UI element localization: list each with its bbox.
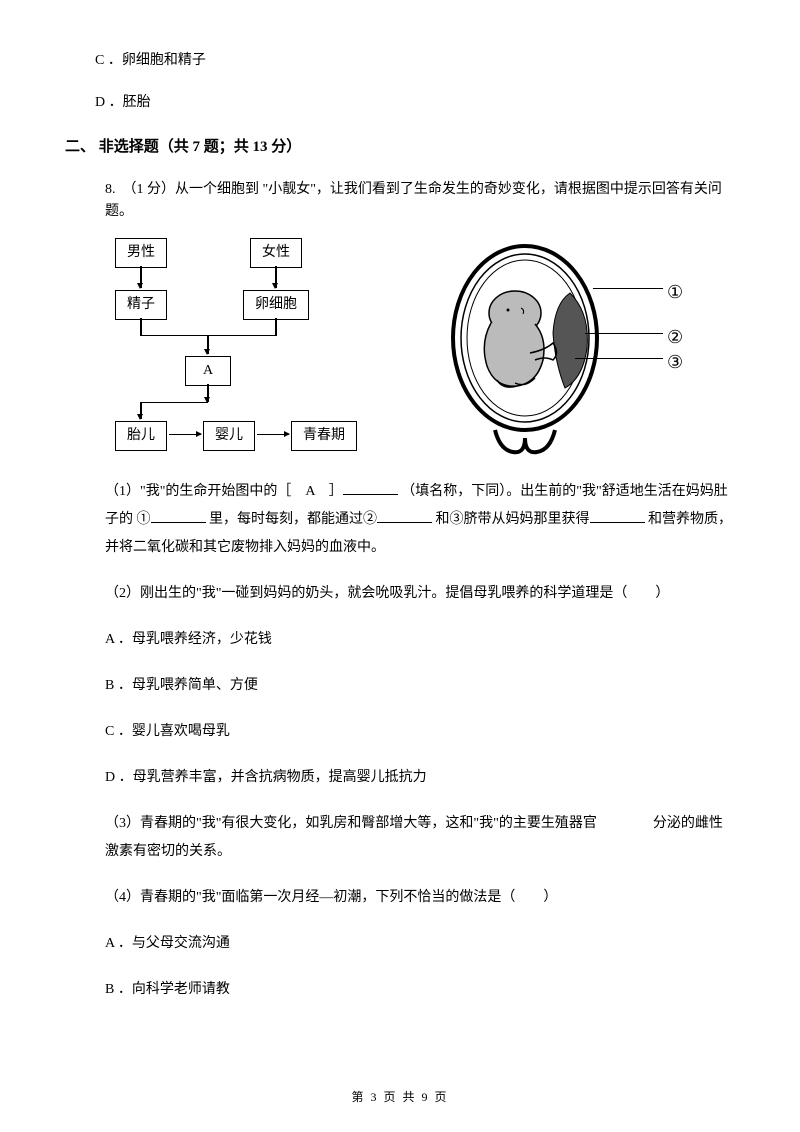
q8-stem: 8. （1 分）从一个细胞到 "小靓女"，让我们看到了生命发生的奇妙变化，请根据… bbox=[65, 179, 735, 224]
blank-3[interactable] bbox=[377, 509, 432, 523]
box-baby: 婴儿 bbox=[203, 421, 255, 451]
option-c: C ．卵细胞和精子 bbox=[65, 50, 735, 72]
q8-part4: （4）青春期的"我"面临第一次月经—初潮，下列不恰当的做法是（ ） bbox=[65, 884, 735, 912]
box-adolescence: 青春期 bbox=[291, 421, 357, 451]
p1-c: ① bbox=[137, 512, 151, 527]
arrow-fetus-down bbox=[140, 403, 142, 419]
q8-part1: （1）"我"的生命开始图中的［ A ］ （填名称，下同）。出生前的"我"舒适地生… bbox=[65, 478, 735, 562]
callout-1 bbox=[593, 288, 663, 289]
arrow-fetus-baby bbox=[169, 434, 201, 436]
arrow-merge-a bbox=[207, 336, 209, 354]
circle-3: ③ bbox=[667, 348, 683, 377]
q8-opt4-a: A ．与父母交流沟通 bbox=[65, 930, 735, 958]
womb-diagram: ① ② ③ bbox=[425, 238, 705, 458]
arrow-a-down bbox=[207, 384, 209, 402]
page-footer: 第 3 页 共 9 页 bbox=[0, 1088, 800, 1107]
q8-opt4-b: B ．向科学老师请教 bbox=[65, 976, 735, 1004]
box-female: 女性 bbox=[250, 238, 302, 268]
line-a-fetus-h bbox=[140, 402, 208, 404]
arrow-baby-adol bbox=[257, 434, 289, 436]
box-male: 男性 bbox=[115, 238, 167, 268]
line-egg-down bbox=[275, 318, 277, 336]
blank-4[interactable] bbox=[590, 509, 645, 523]
box-fetus: 胎儿 bbox=[115, 421, 167, 451]
diagram-area: 男性 女性 精子 卵细胞 A 胎儿 婴儿 青春期 bbox=[65, 238, 735, 458]
blank-2[interactable] bbox=[151, 509, 206, 523]
q8-opt2-c: C ．婴儿喜欢喝母乳 bbox=[65, 718, 735, 746]
q8-opt2-a: A ．母乳喂养经济，少花钱 bbox=[65, 626, 735, 654]
callout-3 bbox=[575, 358, 663, 359]
q8-opt2-d: D ．母乳营养丰富，并含抗病物质，提高婴儿抵抗力 bbox=[65, 764, 735, 792]
option-d: D ．胚胎 bbox=[65, 92, 735, 114]
q8-part2: （2）刚出生的"我"一碰到妈妈的奶头，就会吮吸乳汁。提倡母乳喂养的科学道理是（ … bbox=[65, 580, 735, 608]
q8-part3: （3）青春期的"我"有很大变化，如乳房和臀部增大等，这和"我"的主要生殖器官 分… bbox=[65, 810, 735, 866]
p1-e: 和③脐带从妈妈那里获得 bbox=[436, 512, 590, 527]
blank-1[interactable] bbox=[343, 481, 398, 495]
p1-d: 里，每时每刻，都能通过② bbox=[209, 512, 377, 527]
box-a: A bbox=[185, 356, 231, 386]
line-sperm-down bbox=[140, 318, 142, 336]
q8-opt2-b: B ．母乳喂养简单、方便 bbox=[65, 672, 735, 700]
callout-2 bbox=[585, 333, 663, 334]
arrow-female-egg bbox=[275, 266, 277, 288]
arrow-male-sperm bbox=[140, 266, 142, 288]
section-2-title: 二、 非选择题（共 7 题；共 13 分） bbox=[65, 135, 735, 159]
box-egg: 卵细胞 bbox=[243, 290, 309, 320]
p1-a: （1）"我"的生命开始图中的［ A ］ bbox=[105, 484, 343, 499]
flowchart: 男性 女性 精子 卵细胞 A 胎儿 婴儿 青春期 bbox=[105, 238, 395, 458]
circle-1: ① bbox=[667, 278, 683, 307]
box-sperm: 精子 bbox=[115, 290, 167, 320]
